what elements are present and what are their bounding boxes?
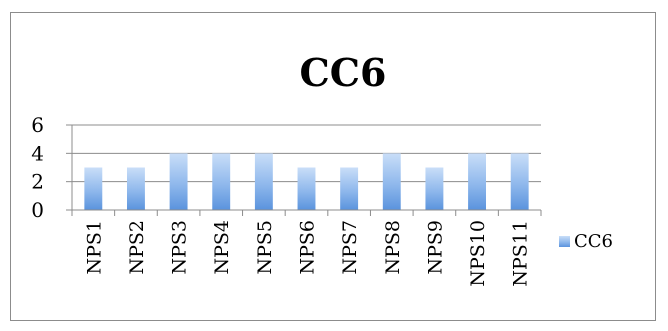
x-tick-label: NPS2 bbox=[126, 220, 148, 275]
bar-nps7 bbox=[340, 167, 359, 210]
y-tick-label: 4 bbox=[31, 141, 44, 165]
bar-nps9 bbox=[425, 167, 444, 210]
x-tick-label: NPS9 bbox=[424, 220, 446, 275]
y-tick-label: 6 bbox=[31, 113, 44, 137]
bar-nps5 bbox=[254, 153, 273, 210]
y-tick-label: 0 bbox=[31, 198, 44, 222]
y-tick-label: 2 bbox=[31, 170, 44, 194]
x-tick-label: NPS8 bbox=[382, 220, 404, 275]
bar-nps1 bbox=[84, 167, 103, 210]
x-tick-label: NPS7 bbox=[339, 220, 361, 275]
x-tick-label: NPS3 bbox=[169, 220, 191, 275]
legend-swatch bbox=[559, 236, 570, 247]
bar-nps2 bbox=[127, 167, 145, 210]
bar-nps8 bbox=[382, 153, 401, 210]
tick-labels: 0 2 4 6 NPS1 NPS2 NPS3 NPS4 NPS5 NPS6 NPS7 NPS8 NPS9… bbox=[31, 113, 531, 287]
x-tick-label: NPS4 bbox=[211, 220, 233, 275]
bar-nps11 bbox=[510, 153, 529, 210]
chart-frame bbox=[10, 12, 656, 321]
chart-title: CC6 bbox=[300, 50, 387, 95]
bar-nps3 bbox=[169, 153, 188, 210]
bar-nps10 bbox=[468, 153, 486, 210]
legend: CC6 bbox=[559, 231, 613, 252]
legend-label: CC6 bbox=[574, 231, 613, 252]
bar-nps4 bbox=[212, 153, 231, 210]
axes bbox=[66, 124, 542, 216]
x-tick-label: NPS6 bbox=[297, 220, 319, 275]
bar-nps6 bbox=[297, 167, 316, 210]
bars bbox=[84, 153, 529, 210]
x-tick-label: NPS1 bbox=[83, 220, 105, 275]
x-tick-label: NPS10 bbox=[467, 220, 489, 287]
x-tick-label: NPS5 bbox=[254, 220, 276, 275]
x-tick-label: NPS11 bbox=[510, 220, 532, 287]
